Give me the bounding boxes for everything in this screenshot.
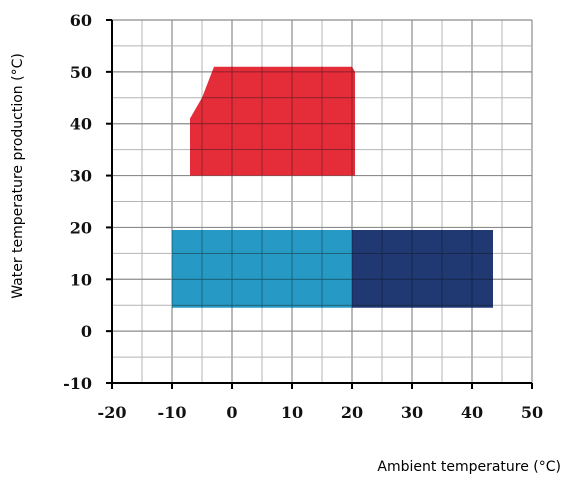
axes xyxy=(106,19,533,389)
heating-range-region xyxy=(190,66,355,176)
x-tick-label: -10 xyxy=(158,403,187,422)
y-tick-labels: -10 0 10 20 30 40 50 60 xyxy=(63,11,92,393)
x-axis-title: Ambient temperature (°C) xyxy=(377,459,561,475)
y-tick-label: 40 xyxy=(70,115,92,134)
x-tick-label: -20 xyxy=(98,403,127,422)
y-tick-label: 20 xyxy=(70,218,92,237)
y-tick-label: 10 xyxy=(70,270,92,289)
y-axis-title: Water temperature production (°C) xyxy=(10,53,26,299)
x-tick-label: 30 xyxy=(401,403,423,422)
x-tick-label: 20 xyxy=(341,403,363,422)
x-tick-label: 0 xyxy=(226,403,237,422)
x-tick-labels: -20 -10 0 10 20 30 40 50 xyxy=(98,403,544,422)
y-tick-label: 30 xyxy=(70,167,92,186)
y-tick-label: -10 xyxy=(63,374,92,393)
x-tick-label: 50 xyxy=(521,403,543,422)
y-tick-label: 0 xyxy=(81,322,92,341)
y-tick-label: 60 xyxy=(70,11,92,30)
cooling-extended-range-region xyxy=(352,230,493,308)
y-tick-label: 50 xyxy=(70,63,92,82)
x-tick-label: 40 xyxy=(461,403,483,422)
x-tick-label: 10 xyxy=(281,403,303,422)
